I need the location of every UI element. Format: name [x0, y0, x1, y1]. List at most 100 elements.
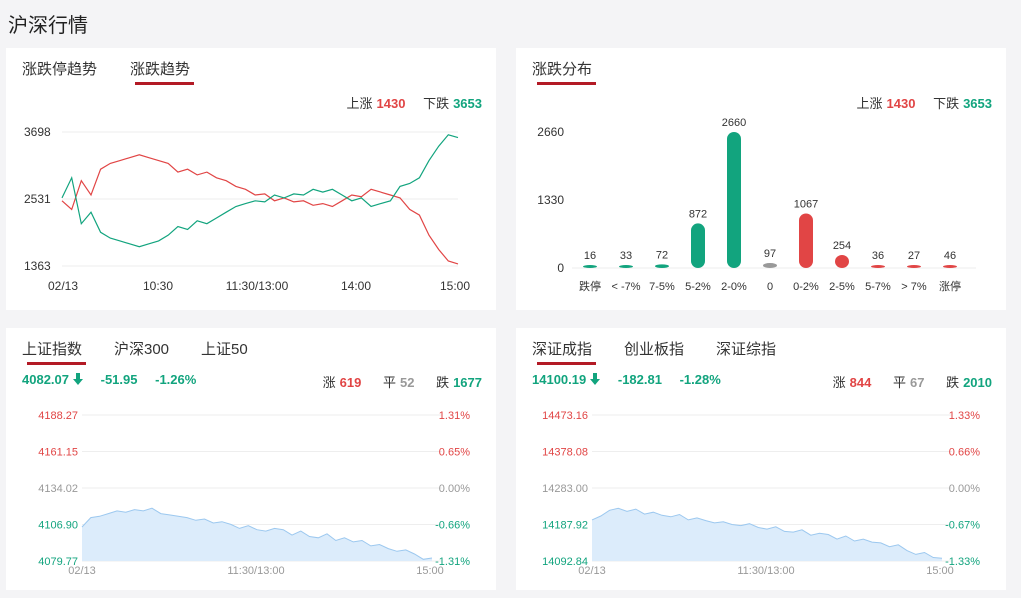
x-tick-label: 02/13 — [48, 279, 78, 293]
x-category-label: 2-5% — [829, 281, 855, 293]
index-price: 14100.19 — [532, 372, 587, 387]
pct-tick-label: 1.33% — [949, 410, 980, 422]
up-count-label: 涨 — [322, 375, 336, 390]
page-title: 沪深行情 — [8, 15, 88, 37]
bar — [943, 265, 957, 268]
bar — [655, 264, 669, 268]
price-tick-label: 4106.90 — [38, 520, 78, 532]
bar — [691, 223, 705, 268]
distribution-panel: 涨跌分布 上涨 1430 下跌 3653 2660 1330 0 16 跌停 33 < -7% 7… — [516, 48, 1006, 310]
down-arrow-icon — [73, 373, 83, 385]
sh-index-area-chart: 4188.27 1.31% 4161.15 0.65% 4134.02 0.00% 4106… — [38, 410, 470, 577]
sh-index-summary: 4082.07 -51.95 -1.26% 涨 619 平 52 跌 1677 — [22, 372, 482, 390]
bar-value-label: 1067 — [794, 198, 818, 210]
price-tick-label: 14283.00 — [542, 483, 588, 495]
tab-sse50[interactable]: 上证50 — [201, 341, 248, 358]
y-tick-label: 1363 — [24, 259, 51, 273]
price-tick-label: 4079.77 — [38, 556, 78, 568]
x-category-label: > 7% — [901, 281, 927, 293]
bar-value-label: 46 — [944, 250, 956, 262]
tab-chinext[interactable]: 创业板指 — [624, 341, 685, 358]
up-value: 1430 — [376, 96, 406, 111]
bar-value-label: 2660 — [722, 117, 746, 129]
down-count: 1677 — [453, 375, 482, 390]
price-tick-label: 4134.02 — [38, 483, 78, 495]
bar — [763, 263, 777, 268]
up-label: 上涨 — [346, 96, 373, 111]
trend-line-chart: 3698 2531 1363 02/13 10:30 11:30/13:00 14:00 15… — [24, 125, 470, 293]
price-tick-label: 14187.92 — [542, 520, 588, 532]
x-tick-label: 11:30/13:00 — [226, 279, 289, 293]
tab-advance-decline-trend[interactable]: 涨跌趋势 — [130, 58, 194, 85]
bar — [583, 265, 597, 268]
bar — [907, 265, 921, 268]
down-count: 2010 — [963, 375, 992, 390]
pct-tick-label: 0.00% — [949, 483, 980, 495]
bar-value-label: 872 — [689, 208, 707, 220]
tab-sz-component[interactable]: 深证成指 — [532, 338, 596, 365]
x-category-label: 0-2% — [793, 281, 819, 293]
bar — [727, 132, 741, 268]
bar — [799, 213, 813, 268]
bar-value-label: 254 — [833, 240, 851, 252]
down-count-label: 跌 — [436, 375, 450, 390]
index-change: -51.95 — [100, 372, 138, 387]
sh-index-series-line — [81, 507, 433, 560]
x-tick-label: 02/13 — [578, 565, 606, 577]
pct-tick-label: 1.31% — [439, 410, 470, 422]
tab-csi300[interactable]: 沪深300 — [114, 341, 170, 358]
x-category-label: 7-5% — [649, 281, 675, 293]
price-tick-label: 14092.84 — [542, 556, 588, 568]
down-count-label: 跌 — [946, 375, 960, 390]
advance-decline-trend-panel: 涨跌停趋势 涨跌趋势 上涨 1430 下跌 3653 3698 2531 1363 02/… — [6, 48, 496, 310]
bar-value-label: 97 — [764, 248, 776, 260]
x-category-label: < -7% — [611, 281, 640, 293]
bar-value-label: 36 — [872, 250, 884, 262]
sh-index-area-fill — [82, 508, 432, 561]
up-count-label: 涨 — [832, 375, 846, 390]
y-tick-label: 3698 — [24, 125, 51, 139]
tab-sz-composite[interactable]: 深证综指 — [716, 341, 777, 358]
pct-tick-label: -1.31% — [435, 556, 470, 568]
flat-count-label: 平 — [382, 375, 396, 390]
trend-stats: 上涨 1430 下跌 3653 — [343, 93, 483, 112]
pct-tick-label: -1.33% — [945, 556, 980, 568]
bar — [871, 265, 885, 268]
index-change: -182.81 — [617, 372, 662, 387]
x-tick-label: 15:00 — [926, 565, 954, 577]
bar-value-label: 33 — [620, 250, 632, 262]
price-tick-label: 14473.16 — [542, 410, 588, 422]
pct-tick-label: -0.67% — [945, 520, 980, 532]
bar — [619, 265, 633, 268]
decline-series-line — [61, 134, 459, 248]
down-label: 下跌 — [423, 96, 450, 111]
x-category-label: 跌停 — [579, 279, 601, 293]
x-tick-label: 02/13 — [68, 565, 96, 577]
sz-index-area-fill — [592, 508, 942, 561]
bar — [835, 255, 849, 268]
down-arrow-icon — [590, 373, 601, 385]
pct-tick-label: -0.66% — [435, 520, 470, 532]
advance-series-line — [61, 154, 459, 265]
x-tick-label: 15:00 — [440, 279, 470, 293]
y-tick-label: 2660 — [537, 125, 564, 139]
x-tick-label: 14:00 — [341, 279, 371, 293]
y-tick-label: 2531 — [24, 192, 51, 206]
price-tick-label: 4188.27 — [38, 410, 78, 422]
y-tick-label: 0 — [557, 261, 564, 275]
sz-index-panel: 深证成指 创业板指 深证综指 14100.19 -182.81 -1.28% 涨… — [516, 328, 1006, 590]
index-price: 4082.07 — [22, 372, 69, 387]
up-count: 619 — [339, 375, 362, 390]
index-change-pct: -1.26% — [155, 372, 197, 387]
x-category-label: 5-2% — [685, 281, 711, 293]
tab-limit-trend[interactable]: 涨跌停趋势 — [22, 61, 98, 78]
x-category-label: 0 — [767, 281, 773, 293]
tab-sh-composite[interactable]: 上证指数 — [22, 338, 86, 365]
x-category-label: 2-0% — [721, 281, 747, 293]
tab-distribution[interactable]: 涨跌分布 — [532, 58, 596, 85]
x-category-label: 涨停 — [939, 279, 961, 293]
x-tick-label: 10:30 — [143, 279, 173, 293]
x-tick-label: 11:30/13:00 — [227, 565, 284, 577]
pct-tick-label: 0.65% — [439, 447, 470, 459]
